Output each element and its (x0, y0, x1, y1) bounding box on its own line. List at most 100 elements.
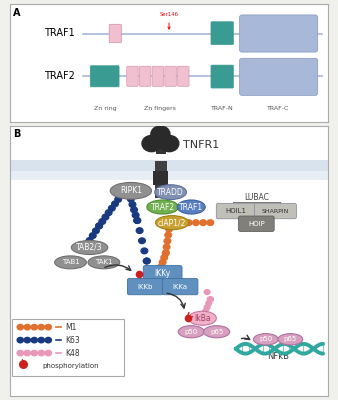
Circle shape (127, 196, 134, 202)
Circle shape (99, 219, 105, 224)
Circle shape (131, 207, 137, 213)
Circle shape (134, 218, 141, 223)
Text: TAB2/3: TAB2/3 (76, 243, 103, 252)
Circle shape (166, 226, 172, 232)
Circle shape (115, 197, 121, 202)
Text: cIAP1/2: cIAP1/2 (158, 218, 186, 227)
Circle shape (163, 244, 170, 250)
Ellipse shape (155, 185, 187, 200)
Text: Zn fingers: Zn fingers (144, 106, 175, 111)
Circle shape (134, 218, 141, 223)
Text: Zn ring: Zn ring (94, 106, 117, 111)
Circle shape (38, 324, 45, 330)
Text: B: B (13, 129, 21, 139)
Circle shape (165, 232, 172, 238)
FancyBboxPatch shape (211, 22, 234, 45)
Text: Ser146: Ser146 (160, 12, 178, 29)
Circle shape (160, 136, 179, 152)
Circle shape (164, 238, 171, 244)
Circle shape (158, 264, 164, 270)
Bar (153, 170, 168, 186)
Circle shape (203, 309, 209, 314)
Circle shape (151, 126, 170, 142)
Circle shape (31, 324, 38, 330)
Text: SHARPIN: SHARPIN (262, 208, 289, 214)
Circle shape (136, 228, 143, 234)
Bar (155, 161, 167, 198)
Circle shape (159, 260, 166, 265)
Circle shape (31, 350, 38, 356)
Circle shape (24, 324, 30, 330)
Ellipse shape (110, 182, 151, 199)
Text: HOIL1: HOIL1 (225, 208, 246, 214)
FancyBboxPatch shape (177, 66, 189, 86)
Circle shape (45, 350, 51, 356)
Text: IkBa: IkBa (194, 314, 211, 323)
Circle shape (86, 238, 93, 243)
FancyBboxPatch shape (240, 15, 318, 52)
Text: RIPK1: RIPK1 (120, 186, 142, 195)
Bar (10, 170, 328, 180)
Text: HOIP: HOIP (248, 221, 265, 227)
Text: TRAF2: TRAF2 (44, 71, 75, 81)
Text: TRAF-C: TRAF-C (267, 106, 290, 111)
Ellipse shape (155, 216, 189, 230)
FancyBboxPatch shape (109, 24, 121, 43)
Ellipse shape (203, 326, 230, 338)
Circle shape (208, 297, 213, 302)
Circle shape (185, 220, 192, 226)
FancyBboxPatch shape (165, 66, 176, 86)
Text: A: A (13, 8, 21, 18)
Circle shape (24, 350, 30, 356)
FancyBboxPatch shape (239, 216, 274, 232)
Circle shape (90, 233, 96, 238)
Circle shape (163, 250, 169, 256)
Text: K63: K63 (66, 336, 80, 345)
Circle shape (45, 338, 51, 343)
Circle shape (102, 214, 109, 220)
FancyBboxPatch shape (255, 203, 296, 219)
Ellipse shape (88, 256, 120, 269)
Circle shape (141, 248, 148, 254)
FancyBboxPatch shape (140, 66, 151, 86)
Circle shape (17, 350, 23, 356)
Text: IKKb: IKKb (138, 284, 153, 290)
FancyArrowPatch shape (167, 293, 185, 308)
Text: phosphorylation: phosphorylation (42, 363, 99, 369)
Ellipse shape (178, 326, 204, 338)
Circle shape (108, 206, 115, 211)
Circle shape (193, 220, 199, 226)
FancyBboxPatch shape (90, 66, 119, 87)
Ellipse shape (71, 240, 108, 254)
FancyBboxPatch shape (152, 66, 164, 86)
Text: TRAF1: TRAF1 (179, 202, 203, 212)
Circle shape (147, 268, 154, 274)
Circle shape (208, 297, 213, 302)
Circle shape (200, 220, 207, 226)
Ellipse shape (278, 334, 303, 345)
Bar (10, 160, 328, 170)
Circle shape (38, 350, 45, 356)
Ellipse shape (254, 334, 278, 345)
Circle shape (161, 255, 168, 260)
Circle shape (163, 250, 169, 256)
FancyBboxPatch shape (13, 319, 124, 376)
Circle shape (93, 228, 99, 234)
Text: TRAF2: TRAF2 (151, 202, 175, 212)
Text: TRADD: TRADD (157, 188, 184, 197)
Circle shape (24, 338, 30, 343)
Circle shape (38, 338, 45, 343)
Circle shape (129, 202, 136, 207)
Text: TNFR1: TNFR1 (183, 140, 220, 150)
Ellipse shape (55, 256, 87, 269)
FancyBboxPatch shape (240, 58, 318, 96)
Text: IKKa: IKKa (173, 284, 188, 290)
Ellipse shape (147, 200, 178, 214)
Circle shape (96, 223, 102, 229)
Circle shape (204, 290, 210, 294)
Ellipse shape (188, 311, 216, 325)
FancyBboxPatch shape (127, 66, 138, 86)
Circle shape (17, 338, 23, 343)
FancyBboxPatch shape (127, 278, 163, 295)
Text: K48: K48 (66, 348, 80, 358)
